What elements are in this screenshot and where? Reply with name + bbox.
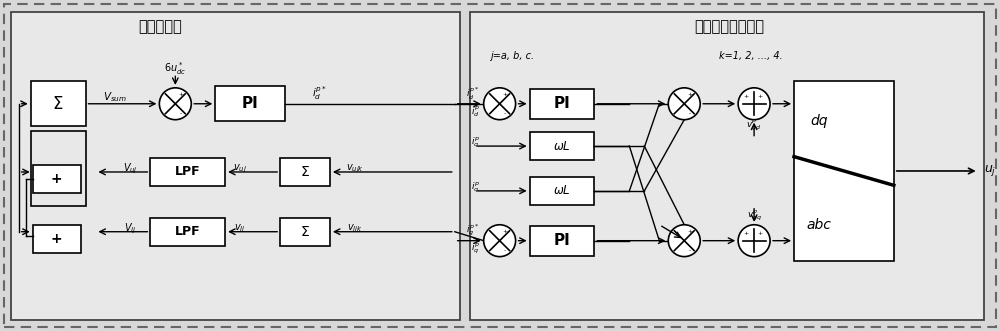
- Text: $v_{gq}^p$: $v_{gq}^p$: [747, 209, 762, 223]
- Bar: [150, 218, 225, 246]
- Text: $V_{uj}$: $V_{uj}$: [123, 162, 138, 176]
- Text: +: +: [51, 172, 62, 186]
- Circle shape: [484, 225, 516, 257]
- Bar: [280, 158, 330, 186]
- Text: 交流输出电流控制: 交流输出电流控制: [694, 19, 764, 34]
- Text: -: -: [504, 249, 506, 254]
- Circle shape: [668, 225, 700, 257]
- Text: +: +: [178, 92, 184, 98]
- Bar: [31, 81, 86, 126]
- Text: j=a, b, c.: j=a, b, c.: [490, 51, 534, 62]
- Circle shape: [668, 88, 700, 120]
- Bar: [530, 226, 594, 256]
- Text: $V_{sum}$: $V_{sum}$: [103, 90, 127, 104]
- Text: LPF: LPF: [175, 225, 201, 238]
- Circle shape: [738, 88, 770, 120]
- Text: -: -: [180, 112, 182, 117]
- Bar: [280, 218, 330, 246]
- Text: $\Sigma$: $\Sigma$: [52, 95, 64, 113]
- Text: 总能量控制: 总能量控制: [138, 19, 182, 34]
- Bar: [530, 177, 594, 205]
- Text: PI: PI: [554, 233, 570, 248]
- Text: PI: PI: [242, 96, 259, 111]
- Text: +: +: [758, 94, 763, 99]
- Text: -: -: [689, 112, 691, 117]
- Bar: [530, 89, 594, 119]
- Text: k=1, 2, ..., 4.: k=1, 2, ..., 4.: [719, 51, 783, 62]
- Text: $i_d^p$: $i_d^p$: [471, 104, 480, 119]
- Text: $v_{ujk}$: $v_{ujk}$: [346, 163, 364, 175]
- Text: +: +: [758, 231, 763, 236]
- Bar: [31, 131, 86, 206]
- Text: dq: dq: [810, 114, 828, 128]
- Circle shape: [738, 225, 770, 257]
- Bar: [215, 86, 285, 121]
- Text: $\Sigma$: $\Sigma$: [300, 225, 310, 239]
- Text: $\omega L$: $\omega L$: [553, 140, 571, 153]
- Text: $\omega L$: $\omega L$: [553, 184, 571, 197]
- Text: +: +: [687, 92, 692, 98]
- Text: $i_q^p$: $i_q^p$: [471, 242, 480, 256]
- Text: PI: PI: [554, 96, 570, 111]
- Circle shape: [159, 88, 191, 120]
- Bar: [33, 225, 81, 253]
- Text: $v_{ljk}$: $v_{ljk}$: [347, 222, 363, 235]
- Text: $i_q^p$: $i_q^p$: [471, 181, 480, 195]
- Bar: [150, 158, 225, 186]
- Text: -: -: [504, 112, 506, 117]
- Text: LPF: LPF: [175, 166, 201, 178]
- Text: +: +: [687, 229, 692, 234]
- Text: $i_d^{p*}$: $i_d^{p*}$: [466, 86, 480, 102]
- Text: +: +: [51, 232, 62, 246]
- Bar: [794, 81, 894, 260]
- Text: +: +: [503, 229, 508, 234]
- Text: -: -: [689, 249, 691, 254]
- Bar: [11, 12, 460, 320]
- Text: $\Sigma$: $\Sigma$: [300, 165, 310, 179]
- Text: $i_d^{p*}$: $i_d^{p*}$: [312, 84, 328, 102]
- Text: $u_j$: $u_j$: [984, 164, 996, 178]
- Bar: [530, 132, 594, 160]
- Text: $v_{uj}$: $v_{uj}$: [233, 163, 247, 175]
- Circle shape: [484, 88, 516, 120]
- Text: $i_q^p$: $i_q^p$: [471, 136, 480, 150]
- Text: +: +: [743, 231, 748, 236]
- Text: $v_{lj}$: $v_{lj}$: [234, 222, 246, 235]
- Text: $6u_{dc}^*$: $6u_{dc}^*$: [164, 60, 186, 77]
- Text: $i_q^{p*}$: $i_q^{p*}$: [466, 223, 480, 239]
- Text: abc: abc: [807, 218, 831, 232]
- Bar: [33, 165, 81, 193]
- Text: $v_{gd}^p$: $v_{gd}^p$: [746, 118, 762, 133]
- Text: $V_{lj}$: $V_{lj}$: [124, 221, 137, 236]
- Text: +: +: [743, 94, 748, 99]
- Bar: [470, 12, 984, 320]
- Text: +: +: [503, 92, 508, 98]
